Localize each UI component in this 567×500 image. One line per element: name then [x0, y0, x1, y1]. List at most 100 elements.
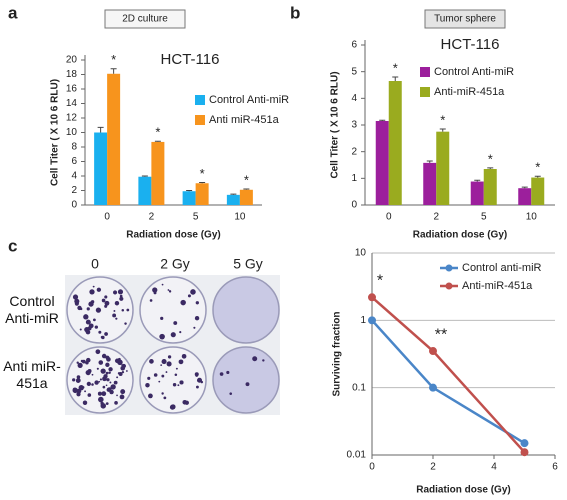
- x-axis-label: Radiation dose (Gy): [126, 230, 220, 241]
- colony: [229, 392, 233, 395]
- colony: [158, 380, 161, 383]
- colony-dishes: [66, 276, 280, 414]
- colony: [125, 370, 128, 372]
- y-tick-label: 10: [66, 127, 78, 138]
- chart-subtitle: HCT-116: [161, 51, 220, 68]
- colony: [245, 382, 250, 387]
- bar: [94, 132, 108, 205]
- x-tick-label: 6: [552, 462, 558, 473]
- y-tick-label: 6: [351, 40, 357, 51]
- error-bar: [141, 175, 148, 177]
- point: [429, 383, 437, 392]
- colony: [104, 295, 108, 299]
- error-bar: [110, 68, 117, 74]
- colony: [120, 389, 126, 395]
- x-tick-label: 4: [491, 462, 497, 473]
- bar: [151, 141, 165, 205]
- legend-marker: [445, 264, 453, 272]
- colony: [160, 364, 163, 367]
- error-bar: [154, 140, 161, 142]
- colony: [105, 371, 109, 375]
- colony: [88, 323, 94, 329]
- colony: [116, 376, 119, 379]
- bar: [436, 131, 450, 205]
- colony: [100, 403, 106, 409]
- colony: [195, 374, 199, 377]
- colony: [180, 299, 186, 306]
- colony: [105, 384, 108, 387]
- colony: [175, 367, 178, 370]
- colony: [115, 317, 118, 320]
- legend-label: Control Anti-miR: [434, 66, 514, 78]
- y-tick-label: 4: [351, 93, 357, 104]
- colony: [86, 381, 91, 387]
- colony: [76, 375, 81, 379]
- y-tick-label: 0: [71, 200, 77, 211]
- row-label: Anti miR-451a: [3, 358, 61, 391]
- colony: [148, 393, 153, 399]
- legend-swatch: [195, 95, 205, 105]
- colony: [174, 373, 178, 376]
- colony: [72, 294, 79, 300]
- bar: [375, 121, 389, 205]
- colony: [101, 353, 107, 359]
- significance-mark: *: [377, 272, 383, 289]
- colony: [126, 308, 130, 312]
- legend-swatch: [420, 87, 430, 97]
- colony: [106, 357, 111, 362]
- colony: [119, 294, 123, 298]
- bar: [107, 73, 121, 206]
- significance-mark: **: [435, 326, 447, 343]
- colony: [82, 386, 85, 389]
- x-tick-label: 2: [433, 212, 439, 223]
- bar: [531, 177, 545, 205]
- colony: [184, 400, 189, 405]
- x-tick-label: 5: [193, 212, 199, 223]
- x-tick-label: 5: [481, 212, 487, 223]
- colony: [108, 367, 113, 372]
- colony: [108, 371, 111, 375]
- colony: [113, 309, 116, 312]
- x-tick-label: 2: [149, 212, 155, 223]
- colony: [149, 299, 153, 302]
- colony: [75, 378, 81, 383]
- significance-mark: *: [393, 60, 398, 75]
- colony: [153, 373, 158, 377]
- colony: [86, 307, 90, 311]
- dish: [212, 346, 280, 414]
- colony: [95, 349, 101, 355]
- y-axis-label: Cell Titer ( X 10 6 RLU): [50, 79, 61, 186]
- colony: [114, 301, 120, 306]
- legend-label: Control anti-miR: [462, 262, 542, 274]
- y-tick-label: 0: [351, 200, 357, 211]
- legend-label: Anti-miR-451a: [462, 280, 533, 292]
- y-tick-label: 0.1: [352, 382, 366, 393]
- y-axis-label: Cell Titer ( X 10 6 RLU): [330, 71, 341, 178]
- dish: [212, 276, 280, 344]
- colony: [116, 394, 118, 397]
- colony: [79, 328, 82, 331]
- colony: [167, 289, 170, 291]
- colony: [110, 384, 116, 390]
- colony: [93, 318, 96, 322]
- colony: [145, 382, 150, 388]
- significance-mark: *: [111, 52, 116, 67]
- title-box: [424, 9, 506, 29]
- colony: [77, 305, 82, 311]
- colony: [100, 368, 106, 374]
- bar: [470, 181, 484, 205]
- colony: [149, 359, 154, 364]
- bar: [226, 194, 240, 205]
- column-label: 2 Gy: [160, 256, 190, 272]
- colony: [187, 294, 191, 298]
- colony: [179, 380, 184, 385]
- x-tick-label: 0: [386, 212, 392, 223]
- legend-label: Control Anti-miR: [209, 94, 289, 106]
- colony: [112, 313, 117, 318]
- colony: [124, 322, 127, 325]
- error-bar: [392, 76, 399, 81]
- colony: [96, 287, 102, 292]
- colony: [86, 357, 91, 363]
- y-tick-label: 5: [351, 66, 357, 77]
